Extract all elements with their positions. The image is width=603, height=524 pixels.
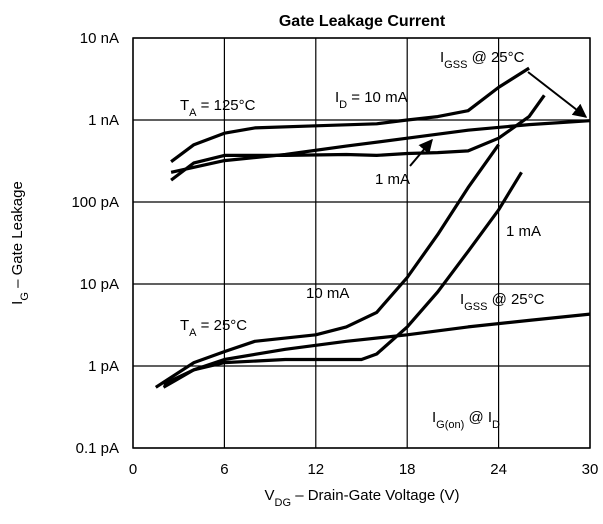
series-line: [170, 66, 530, 163]
y-axis-label-part: I: [9, 301, 26, 305]
plot-frame: [132, 37, 591, 449]
y-tick-label: 0.1 pA: [76, 440, 119, 457]
annotation-part: D: [339, 99, 347, 111]
annotation-part: G(on): [436, 419, 464, 431]
y-tick-label: 10 nA: [80, 30, 119, 47]
annotation: TA = 125°C: [180, 97, 256, 119]
annotation: IG(on) @ ID: [432, 409, 500, 431]
annotation-part: A: [189, 327, 197, 339]
annotation-part: GSS: [464, 301, 487, 313]
y-tick-label: 1 pA: [88, 358, 119, 375]
annotation-part: 1 mA: [506, 223, 541, 240]
annotation-part: I: [432, 409, 436, 426]
y-tick-label: 1 nA: [88, 112, 119, 129]
annotation-part: = 25°C: [197, 317, 248, 334]
chart-title: Gate Leakage Current: [279, 13, 446, 30]
annotation: 10 mA: [306, 285, 349, 302]
annotation-part: I: [335, 89, 339, 106]
annotation-part: GSS: [444, 59, 467, 71]
annotation: ID = 10 mA: [335, 89, 408, 111]
annotation: 1 mA: [506, 223, 541, 240]
annotation-part: @ I: [464, 409, 492, 426]
annotation-part: @ 25°C: [467, 49, 524, 66]
annotation: IGSS @ 25°C: [440, 49, 525, 71]
y-tick-label: 100 pA: [71, 194, 119, 211]
annotation-part: I: [440, 49, 444, 66]
x-axis-label-part: DG: [275, 497, 292, 509]
annotation: IGSS @ 25°C: [460, 291, 545, 313]
annotation-part: = 125°C: [197, 97, 256, 114]
annotation-part: T: [180, 97, 189, 114]
series-line: [162, 312, 591, 386]
series-line: [154, 143, 500, 389]
y-axis-label: IG – Gate Leakage: [9, 181, 31, 305]
x-axis-label: VDG – Drain-Gate Voltage (V): [265, 487, 460, 509]
annotation-part: I: [460, 291, 464, 308]
x-tick-label: 6: [220, 461, 228, 478]
y-tick-label: 10 pA: [80, 276, 119, 293]
y-axis-label-part: – Gate Leakage: [9, 181, 26, 292]
x-tick-label: 18: [399, 461, 416, 478]
x-tick-label: 24: [490, 461, 507, 478]
series-line: [162, 171, 523, 389]
x-tick-label: 12: [307, 461, 324, 478]
annotation: 1 mA: [375, 171, 410, 188]
annotation-part: @ 25°C: [487, 291, 544, 308]
x-axis-label-part: – Drain-Gate Voltage (V): [291, 487, 459, 504]
annotation-part: = 10 mA: [347, 89, 407, 106]
annotation-part: D: [492, 419, 500, 431]
annotation-part: 10 mA: [306, 285, 349, 302]
x-tick-label: 0: [129, 461, 137, 478]
x-tick-label: 30: [582, 461, 599, 478]
annotation-part: A: [189, 107, 197, 119]
x-axis-label-part: V: [265, 487, 275, 504]
arrow: [527, 71, 588, 118]
annotation-part: 1 mA: [375, 171, 410, 188]
annotation-part: T: [180, 317, 189, 334]
y-axis-label-part: G: [19, 292, 31, 301]
annotation: TA = 25°C: [180, 317, 247, 339]
series-line: [170, 94, 546, 182]
